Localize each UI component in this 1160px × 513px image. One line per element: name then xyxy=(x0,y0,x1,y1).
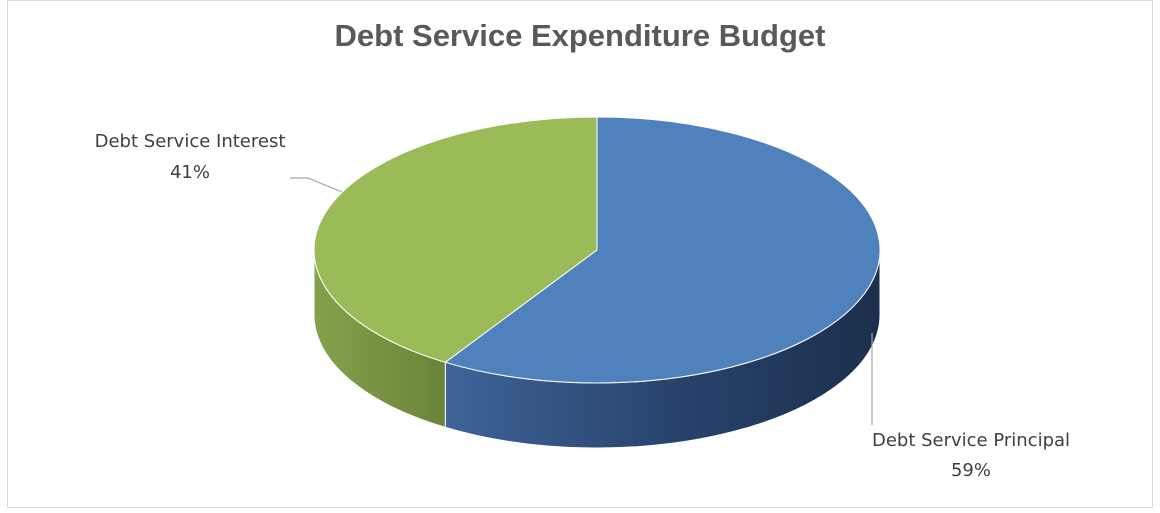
data-label-principal-name: Debt Service Principal xyxy=(872,430,1070,451)
leader-line-interest xyxy=(290,177,343,193)
data-label-interest-name: Debt Service Interest xyxy=(95,131,286,152)
slice-principal xyxy=(444,116,881,384)
data-label-interest-value: 41% xyxy=(170,162,210,183)
data-label-principal-value: 59% xyxy=(951,460,991,481)
slice-interest xyxy=(313,116,598,363)
chart-title: Debt Service Expenditure Budget xyxy=(334,18,826,53)
